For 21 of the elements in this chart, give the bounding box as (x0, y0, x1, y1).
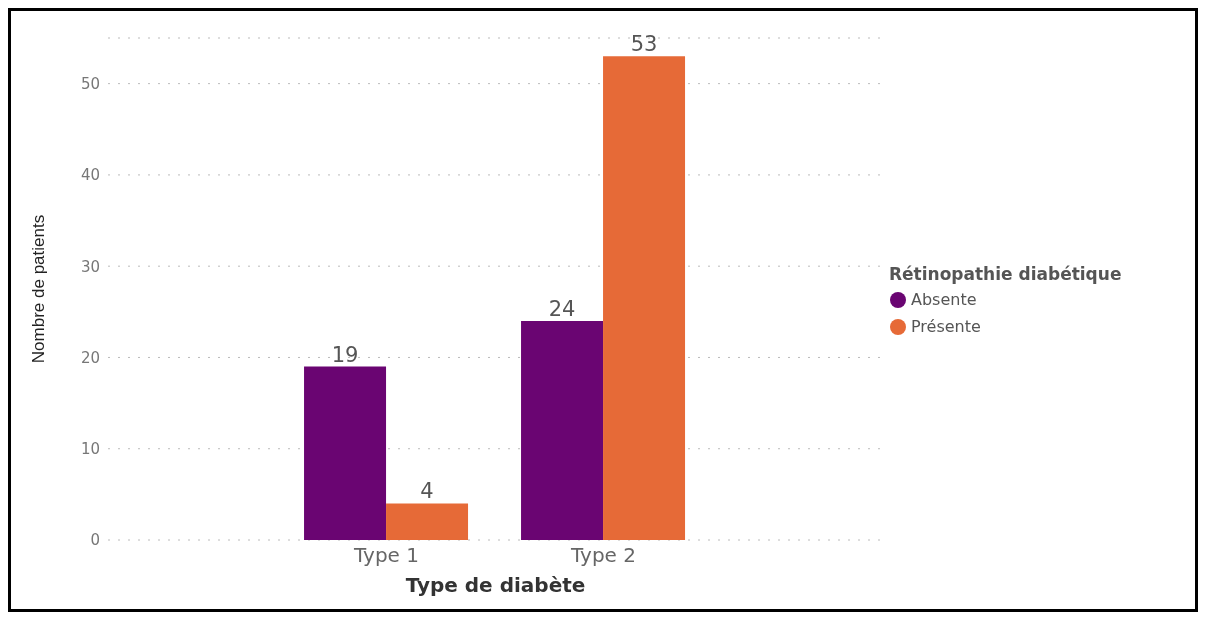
data-label: 4 (420, 479, 434, 504)
data-label: 53 (630, 32, 658, 57)
y-tick-label: 50 (80, 74, 100, 93)
y-tick-label: 10 (80, 440, 100, 459)
legend-label: Présente (911, 317, 981, 336)
y-axis-title: Nombre de patients (29, 214, 49, 364)
x-tick-label: Type 1 (352, 543, 420, 568)
legend-title: Rétinopathie diabétique (889, 264, 1123, 284)
data-label: 19 (331, 342, 359, 367)
bar (603, 56, 686, 540)
data-label: 24 (548, 296, 576, 321)
y-tick-label: 30 (80, 257, 100, 276)
legend-label: Absente (911, 290, 977, 309)
y-tick-label: 20 (80, 348, 100, 367)
bar (304, 366, 387, 540)
x-tick-label: Type 2 (569, 543, 637, 568)
bar (521, 320, 604, 540)
y-tick-label: 0 (90, 531, 100, 550)
x-axis-title: Type de diabète (405, 573, 586, 597)
bar (386, 503, 469, 540)
y-tick-label: 40 (80, 166, 100, 185)
